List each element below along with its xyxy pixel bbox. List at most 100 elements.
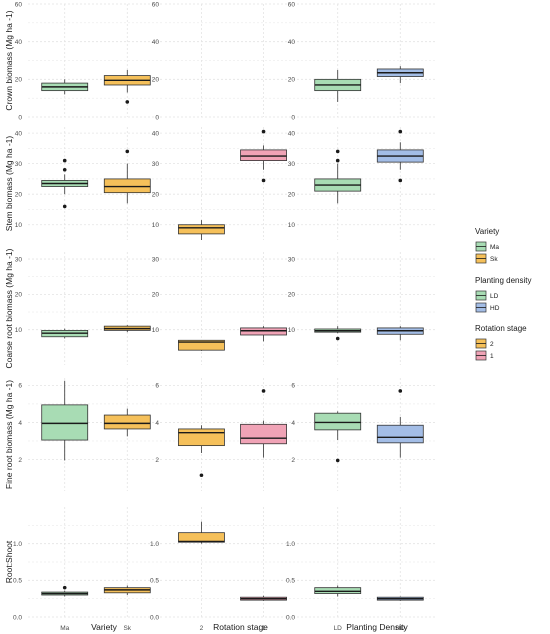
box-LD: [314, 149, 362, 204]
legend-label: 2: [490, 341, 494, 348]
box-iqr: [240, 327, 287, 336]
box-iqr: [314, 412, 362, 431]
panel-r1-c2: 10 20 30 40: [288, 127, 437, 240]
panel-r1-c0: 10 20 30 40: [15, 127, 164, 240]
legend-key: [475, 350, 487, 361]
box-iqr: [103, 414, 151, 430]
box-1: [240, 595, 287, 601]
box-Sk: [103, 585, 151, 595]
legend-group-2: Rotation stage 2 1: [475, 324, 527, 361]
y-tick-label: 30: [15, 256, 23, 263]
box-Sk: [103, 325, 151, 333]
outlier-point: [261, 129, 266, 134]
outlier-point: [62, 167, 67, 172]
y-axis-label: Crown biomass (Mg ha -1): [4, 10, 14, 110]
box-LD: [314, 585, 362, 597]
box-iqr: [103, 178, 151, 194]
box-HD: [376, 129, 424, 183]
box-iqr: [178, 339, 225, 351]
box-2: [178, 425, 225, 478]
x-tick-label: 2: [200, 625, 204, 632]
panel-r2-c0: 10 20 30: [15, 252, 164, 365]
y-tick-label: 40: [15, 130, 23, 137]
x-tick-label: HD: [396, 625, 406, 632]
y-tick-label: 6: [155, 383, 159, 390]
legend-label: Ma: [490, 244, 499, 251]
outlier-point: [335, 336, 340, 341]
legend: Variety Ma Sk Planting density LD HD Rotation …: [475, 227, 531, 361]
legend-title: Variety: [475, 227, 499, 236]
legend-label: LD: [490, 293, 499, 300]
x-tick-label: 1: [262, 625, 266, 632]
y-tick-label: 1.0: [286, 541, 295, 548]
legend-group-0: Variety Ma Sk: [475, 227, 499, 264]
box-1: [240, 326, 287, 342]
y-tick-label: 20: [288, 191, 296, 198]
box-iqr: [178, 224, 225, 235]
box-Ma: [41, 328, 89, 339]
outlier-point: [125, 149, 130, 154]
y-tick-label: 20: [288, 77, 296, 84]
outlier-point: [398, 389, 403, 393]
panel-r1-c1: 10 20 30 40: [152, 127, 300, 240]
x-tick-label: Ma: [60, 625, 69, 632]
box-iqr: [314, 587, 362, 594]
legend-label: 1: [490, 353, 494, 360]
y-tick-label: 10: [15, 222, 23, 229]
y-tick-label: 40: [15, 39, 23, 46]
outlier-point: [62, 158, 67, 163]
y-axis-label: Stem biomass (Mg ha -1): [4, 136, 14, 232]
box-HD: [376, 66, 424, 84]
box-Ma: [41, 585, 89, 597]
y-tick-label: 0: [291, 114, 295, 121]
x-tick-label: LD: [334, 625, 343, 632]
panel-r0-c1: 0 20 40 60: [152, 1, 300, 121]
y-tick-label: 0.0: [150, 614, 159, 621]
y-tick-label: 10: [152, 327, 160, 334]
y-tick-label: 0.5: [13, 578, 22, 585]
y-tick-label: 6: [18, 383, 22, 390]
y-tick-label: 0: [18, 114, 22, 121]
box-1: [240, 389, 287, 458]
outlier-point: [335, 158, 340, 163]
y-tick-label: 30: [288, 161, 296, 168]
box-2: [178, 220, 225, 240]
y-tick-label: 30: [152, 161, 160, 168]
panel-r2-c2: 10 20 30: [288, 252, 437, 365]
y-tick-label: 6: [291, 383, 295, 390]
y-tick-label: 40: [288, 39, 296, 46]
panel-r3-c1: 2 4 6: [155, 378, 300, 491]
outlier-point: [398, 178, 403, 183]
box-2: [178, 521, 225, 544]
y-tick-label: 2: [18, 457, 22, 464]
outlier-point: [261, 178, 266, 183]
y-tick-label: 20: [152, 292, 160, 299]
box-iqr: [240, 149, 287, 161]
panel-r2-c1: 10 20 30: [152, 252, 300, 365]
outlier-point: [261, 389, 266, 393]
y-tick-label: 4: [291, 420, 295, 427]
box-iqr: [376, 424, 424, 444]
box-Ma: [41, 79, 89, 95]
y-axis-label: Coarse root biomass (Mg ha -1): [4, 248, 14, 368]
y-tick-label: 4: [18, 420, 22, 427]
y-tick-label: 10: [152, 222, 160, 229]
y-tick-label: 2: [155, 457, 159, 464]
y-tick-label: 20: [152, 77, 160, 84]
box-2: [178, 339, 225, 351]
outlier-point: [125, 100, 130, 104]
legend-label: HD: [490, 305, 500, 312]
box-HD: [376, 389, 424, 458]
box-HD: [376, 326, 424, 341]
y-axis-label: Root:Shoot: [4, 540, 14, 583]
panel-r3-c2: 2 4 6: [291, 378, 437, 491]
box-Sk: [103, 408, 151, 437]
y-tick-label: 10: [288, 327, 296, 334]
box-iqr: [240, 423, 287, 445]
box-LD: [314, 69, 362, 102]
y-tick-label: 30: [152, 256, 160, 263]
outlier-point: [199, 473, 204, 478]
outlier-point: [335, 149, 340, 154]
legend-key: [475, 302, 487, 313]
